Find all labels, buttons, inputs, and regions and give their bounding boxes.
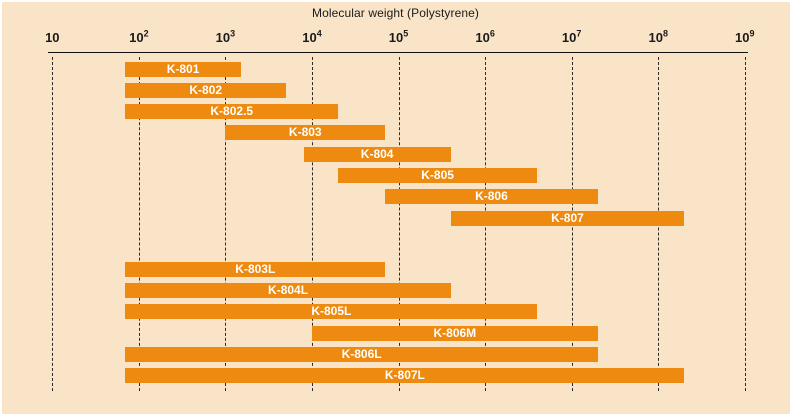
axis-gridline [311,57,313,391]
chart-title: Molecular weight (Polystyrene) [311,6,480,20]
range-bar-label: K-804 [360,146,394,161]
x-axis-tick-label: 104 [302,28,322,45]
range-bar-label: K-805L [311,304,352,319]
x-axis-tick-label: 10 [45,30,60,45]
range-bar-label: K-807 [551,210,584,225]
range-bar-label: K-804L [268,283,309,297]
range-bar-k-805l: K-805L [125,304,538,320]
x-axis-tick-label: 103 [215,28,236,45]
axis-gridline [138,57,140,391]
x-axis-tick-label: 102 [129,28,149,45]
range-bar-k-806: K-806 [385,189,598,205]
range-bar-k-807l: K-807L [125,368,685,384]
axis-gridline [225,57,227,391]
range-bar-label: K-805 [421,168,454,182]
range-bar-label: K-802.5 [210,104,254,119]
range-bar-label: K-806L [341,346,382,361]
range-bar-k-803l: K-803L [125,261,386,277]
x-axis-tick-label: 105 [388,28,409,45]
range-bar-k-804: K-804 [303,146,451,162]
range-bar-k-805: K-805 [338,168,538,183]
range-bar-k-802: K-802 [125,82,286,98]
range-bar-k-804l: K-804L [125,283,451,298]
range-bar-k-801: K-801 [125,61,241,77]
x-axis-line [48,52,748,53]
range-bar-label: K-803L [235,261,276,276]
range-bar-label: K-806 [475,189,508,204]
range-bar-label: K-807L [384,368,425,383]
range-bar-label: K-806M [433,325,477,340]
axis-gridline [744,57,746,391]
range-bar-label: K-802 [189,82,223,97]
range-bar-k-802.5: K-802.5 [125,104,339,120]
axis-gridline [52,57,54,391]
range-bar-k-806m: K-806M [311,325,598,341]
axis-gridline [398,57,400,391]
range-bar-k-806l: K-806L [125,346,598,362]
x-axis-tick-label: 108 [648,28,668,45]
x-axis-tick-label: 106 [475,28,495,45]
range-bar-label: K-803 [288,125,322,140]
x-axis-tick-label: 109 [735,28,755,45]
x-axis-tick-label: 107 [561,28,582,45]
range-bar-k-807: K-807 [450,210,685,226]
range-bar-k-803: K-803 [225,125,386,141]
range-bar-label: K-801 [166,61,200,76]
